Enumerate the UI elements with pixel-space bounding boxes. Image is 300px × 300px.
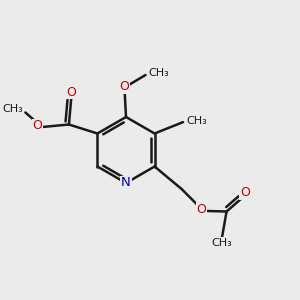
Text: O: O xyxy=(240,186,250,200)
Text: CH₃: CH₃ xyxy=(148,68,169,78)
Text: CH₃: CH₃ xyxy=(186,116,207,126)
Text: O: O xyxy=(66,85,76,99)
Text: CH₃: CH₃ xyxy=(2,104,23,115)
Text: CH₃: CH₃ xyxy=(212,238,232,248)
Text: O: O xyxy=(120,80,129,94)
Text: O: O xyxy=(33,119,43,132)
Text: O: O xyxy=(197,203,207,216)
Text: N: N xyxy=(121,176,131,190)
